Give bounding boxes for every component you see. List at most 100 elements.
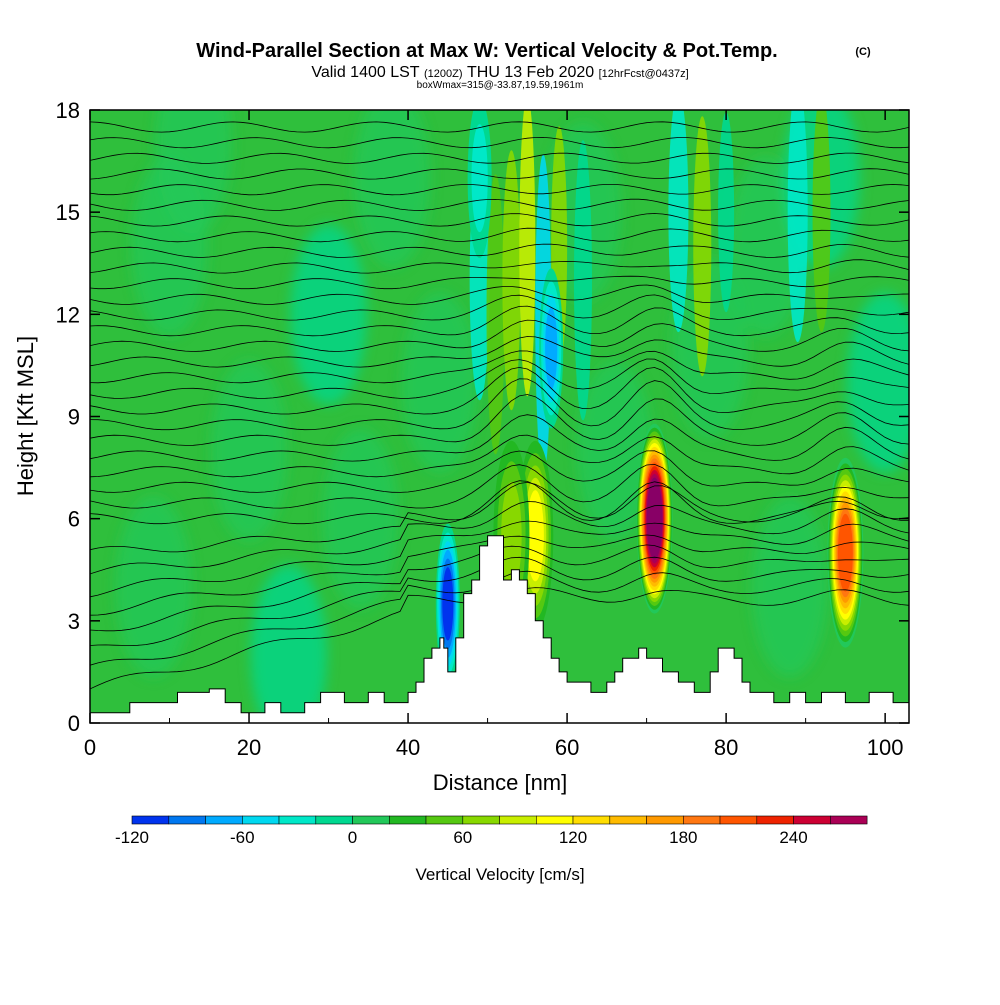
colorbar-swatch xyxy=(168,815,206,825)
downdraft-cell xyxy=(442,567,454,641)
theta-contour xyxy=(90,121,909,133)
field-patch xyxy=(322,428,399,609)
field-patch xyxy=(250,564,327,723)
theta-contour xyxy=(90,168,909,180)
x-tick-label: 40 xyxy=(396,735,420,760)
wave-streak xyxy=(787,110,808,343)
valid-utc: (1200Z) xyxy=(424,68,463,80)
valid-prefix: Valid 1400 LST xyxy=(311,64,419,81)
colorbar-swatch xyxy=(242,815,280,825)
theta-contour xyxy=(90,366,909,415)
colorbar-swatch xyxy=(278,815,317,825)
y-tick-label: 3 xyxy=(68,609,80,634)
theta-contour xyxy=(90,294,909,321)
colorbar-swatch xyxy=(352,815,390,825)
terrain xyxy=(90,535,909,723)
colorbar-tick-label: -60 xyxy=(230,828,255,847)
plot-area xyxy=(90,110,909,723)
title-mark: (C) xyxy=(855,46,871,58)
forecast-info: [12hrFcst@0437z] xyxy=(599,68,689,80)
y-tick-label: 0 xyxy=(68,711,80,736)
y-tick-label: 6 xyxy=(68,507,80,532)
downdraft-cell xyxy=(471,124,488,233)
colorbar-tick-label: 240 xyxy=(779,828,807,847)
field-patch xyxy=(115,496,192,677)
theta-contour xyxy=(90,358,909,399)
theta-contour xyxy=(90,152,909,164)
updraft-cell xyxy=(501,481,522,590)
theta-contour xyxy=(90,501,909,575)
theta-contour xyxy=(90,136,909,149)
wave-streak xyxy=(573,140,592,421)
colorbar-swatch xyxy=(682,815,721,825)
x-tick-label: 60 xyxy=(555,735,579,760)
colorbar-swatch xyxy=(425,815,464,825)
x-tick-label: 0 xyxy=(84,735,96,760)
colorbar-swatch xyxy=(462,815,500,825)
x-tick-label: 100 xyxy=(867,735,904,760)
theta-contour xyxy=(90,284,909,305)
colorbar-swatch xyxy=(719,815,758,825)
colorbar-tick-label: -120 xyxy=(115,828,149,847)
theta-contour xyxy=(90,275,909,290)
field-patch xyxy=(751,496,828,677)
theta-contour xyxy=(90,350,909,384)
theta-contour xyxy=(90,259,909,274)
colorbar-swatch xyxy=(793,815,831,825)
colorbar-swatch xyxy=(756,815,794,825)
y-tick-label: 15 xyxy=(56,200,80,225)
box-info: boxWmax=315@-33.87,19.59,1961m xyxy=(417,80,584,91)
x-axis: 0 20 40 60 80 100 xyxy=(84,110,904,760)
colorbar-tick-label: 60 xyxy=(453,828,472,847)
field-patch xyxy=(354,110,431,269)
colorbar-swatch xyxy=(535,815,574,825)
theta-contour xyxy=(90,184,909,196)
x-tick-label: 20 xyxy=(237,735,261,760)
wave-streak xyxy=(668,110,689,333)
field-patch xyxy=(847,292,909,473)
colorbar-swatch xyxy=(499,815,537,825)
colorbar-swatch xyxy=(609,815,647,825)
y-axis: 0 3 6 9 12 15 18 xyxy=(56,98,909,736)
updraft-cell xyxy=(526,490,544,582)
theta-contour xyxy=(90,227,909,243)
colorbar-swatch xyxy=(315,815,353,825)
downdraft-cell xyxy=(545,307,558,390)
x-axis-label: Distance [nm] xyxy=(433,770,568,795)
colorbar-swatch xyxy=(572,815,611,825)
chart-subtitle: Valid 1400 LST (1200Z) THU 13 Feb 2020 [… xyxy=(311,64,688,81)
theta-contour xyxy=(90,378,909,431)
colorbar-swatch xyxy=(205,815,243,825)
theta-contour xyxy=(90,481,909,553)
theta-contour xyxy=(90,463,909,509)
theta-contour xyxy=(90,336,909,368)
velocity-cells xyxy=(435,110,864,684)
colorbar-swatch xyxy=(388,815,427,825)
theta-contour xyxy=(90,434,909,478)
field-patch xyxy=(576,360,653,541)
colorbar-label: Vertical Velocity [cm/s] xyxy=(415,865,584,884)
updraft-cell xyxy=(647,481,662,556)
colorbar-tick-label: 120 xyxy=(559,828,587,847)
wave-streak xyxy=(718,112,735,313)
theta-contour xyxy=(90,450,909,493)
colorbar-swatch xyxy=(646,815,684,825)
valid-date: THU 13 Feb 2020 xyxy=(467,64,594,81)
theta-contour xyxy=(90,243,909,258)
wave-streak xyxy=(502,150,521,411)
x-tick-label: 80 xyxy=(714,735,738,760)
colorbar-swatch xyxy=(131,815,170,825)
theta-contour xyxy=(90,414,909,462)
colorbar-tick-label: 180 xyxy=(669,828,697,847)
wave-streak xyxy=(519,110,536,397)
field-patch xyxy=(401,292,478,473)
theta-contour xyxy=(90,520,909,598)
wave-streak xyxy=(812,110,831,333)
theta-contour xyxy=(90,480,909,525)
theta-contour xyxy=(90,305,909,337)
y-tick-label: 9 xyxy=(68,405,80,430)
y-axis-label: Height [Kft MSL] xyxy=(13,336,38,496)
theta-contour xyxy=(90,394,909,446)
